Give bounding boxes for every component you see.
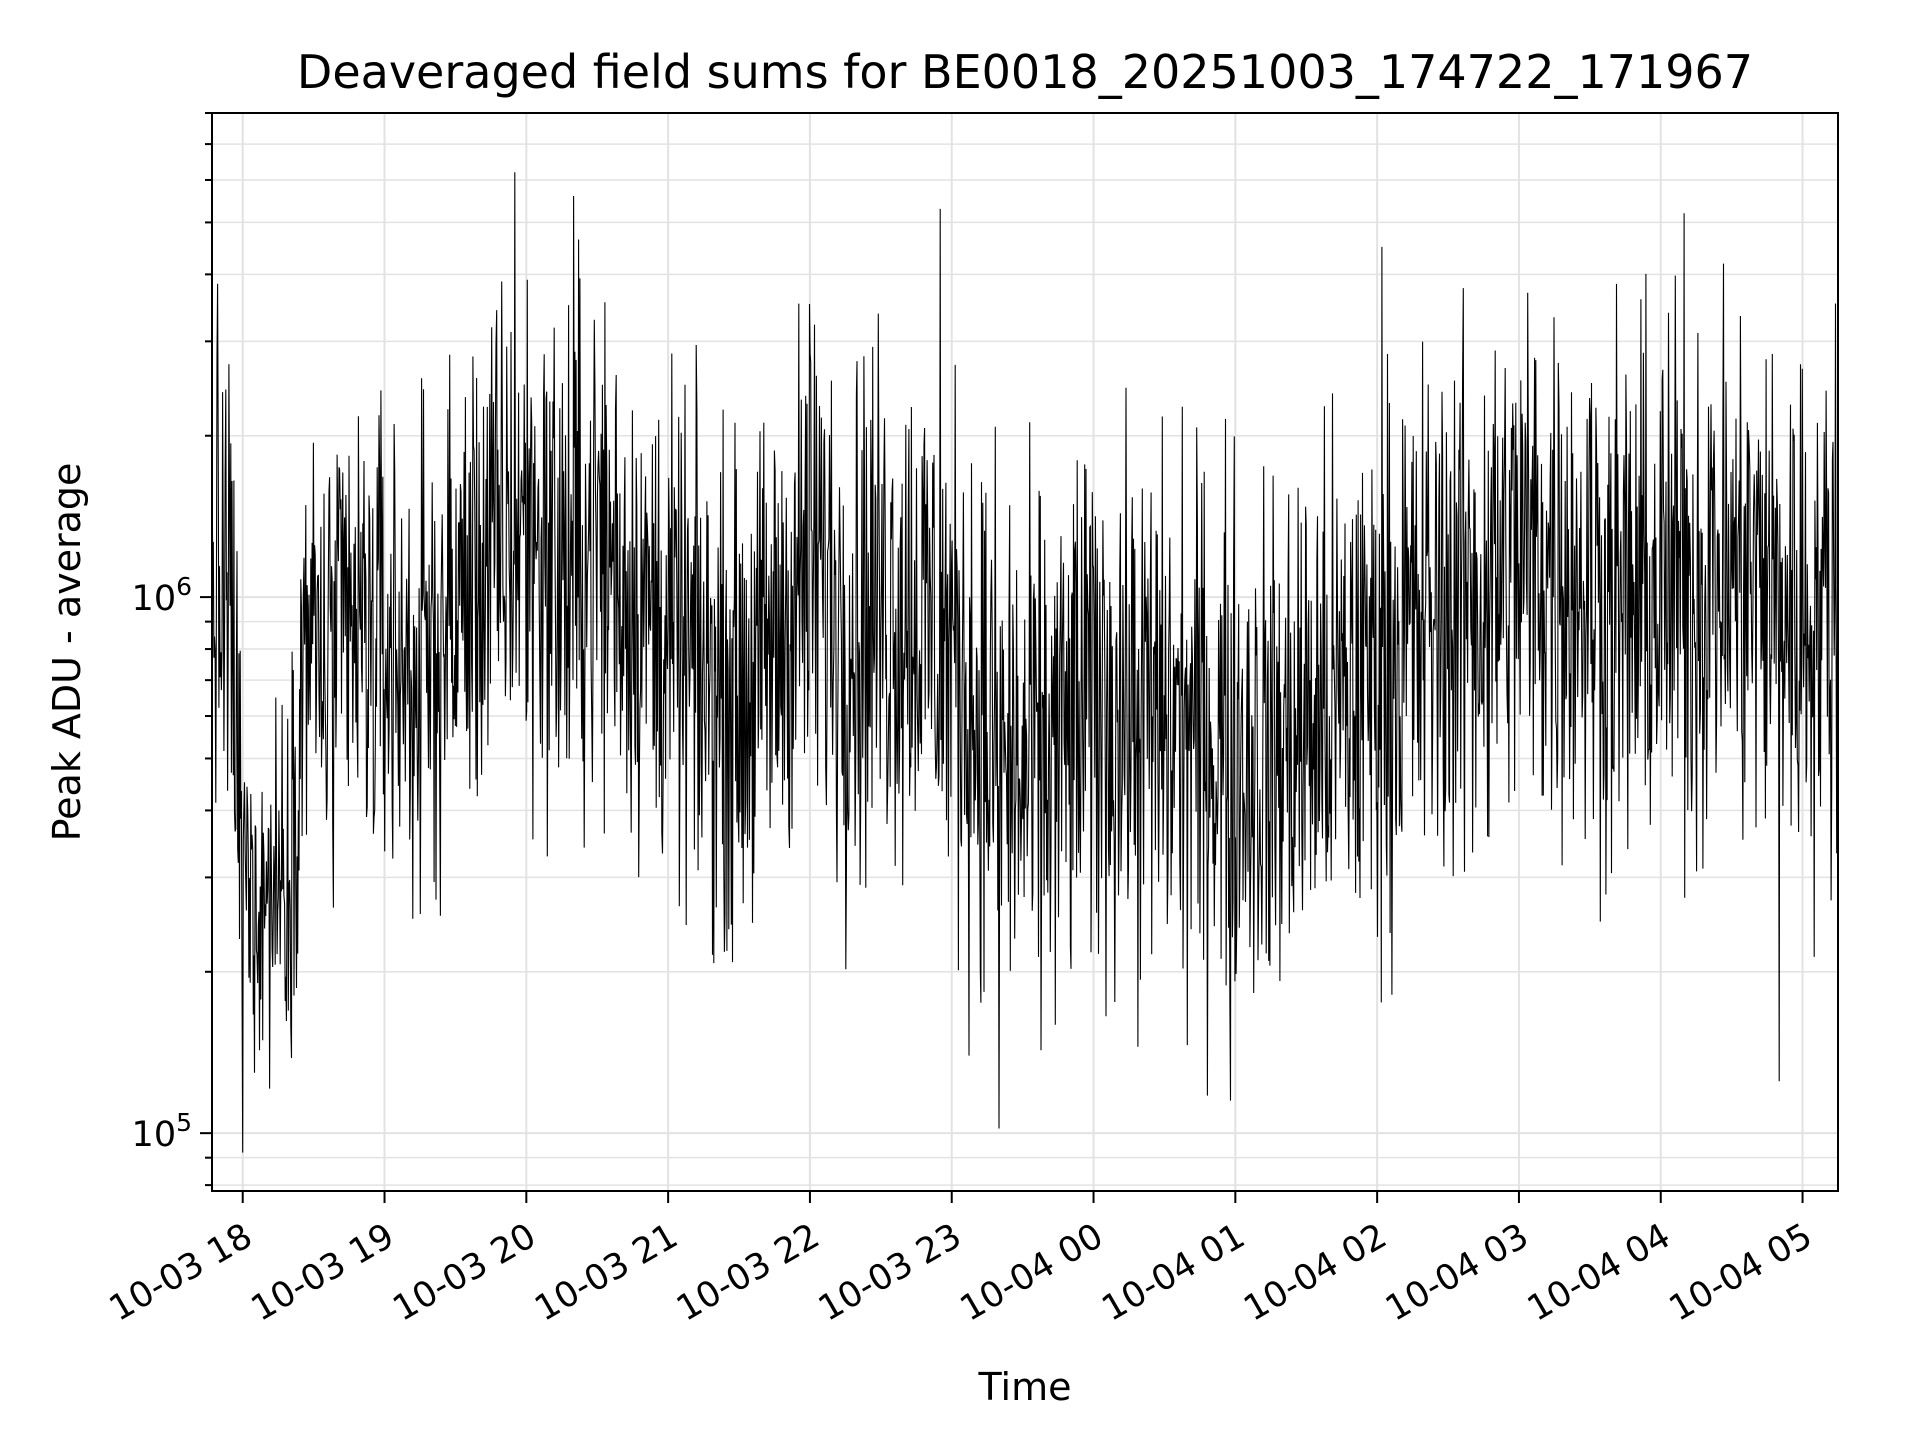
series-path bbox=[211, 172, 1839, 1153]
y-axis: 105 106 bbox=[132, 112, 212, 1187]
y-axis-label: Peak ADU - average bbox=[45, 463, 89, 842]
plot-frame bbox=[211, 112, 1839, 1192]
y-tick-label: 105 bbox=[132, 1108, 192, 1155]
chart-title: Deaveraged field sums for BE0018_2025100… bbox=[297, 45, 1753, 99]
series-line bbox=[211, 172, 1839, 1153]
x-axis-label: Time bbox=[978, 1365, 1072, 1409]
y-tick-label: 106 bbox=[132, 572, 192, 619]
